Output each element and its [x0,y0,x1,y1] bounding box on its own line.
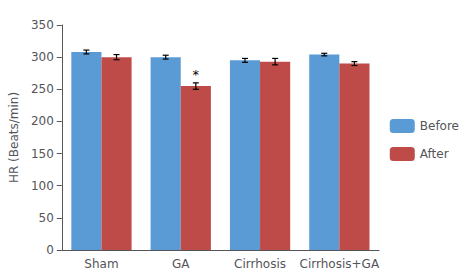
svg-text:250: 250 [31,82,54,96]
svg-text:Cirrhosis: Cirrhosis [234,257,286,271]
svg-text:*: * [193,67,200,82]
svg-text:300: 300 [31,50,54,64]
svg-text:350: 350 [31,18,54,32]
svg-text:Before: Before [420,119,459,133]
svg-text:50: 50 [39,211,54,225]
svg-text:HR (Beats/min): HR (Beats/min) [7,92,21,183]
svg-text:GA: GA [172,257,190,271]
svg-text:Cirrhosis+GA: Cirrhosis+GA [300,257,380,271]
svg-text:After: After [420,147,449,161]
svg-text:150: 150 [31,147,54,161]
svg-text:100: 100 [31,179,54,193]
svg-text:Sham: Sham [84,257,118,271]
svg-text:0: 0 [46,243,54,257]
svg-text:200: 200 [31,114,54,128]
